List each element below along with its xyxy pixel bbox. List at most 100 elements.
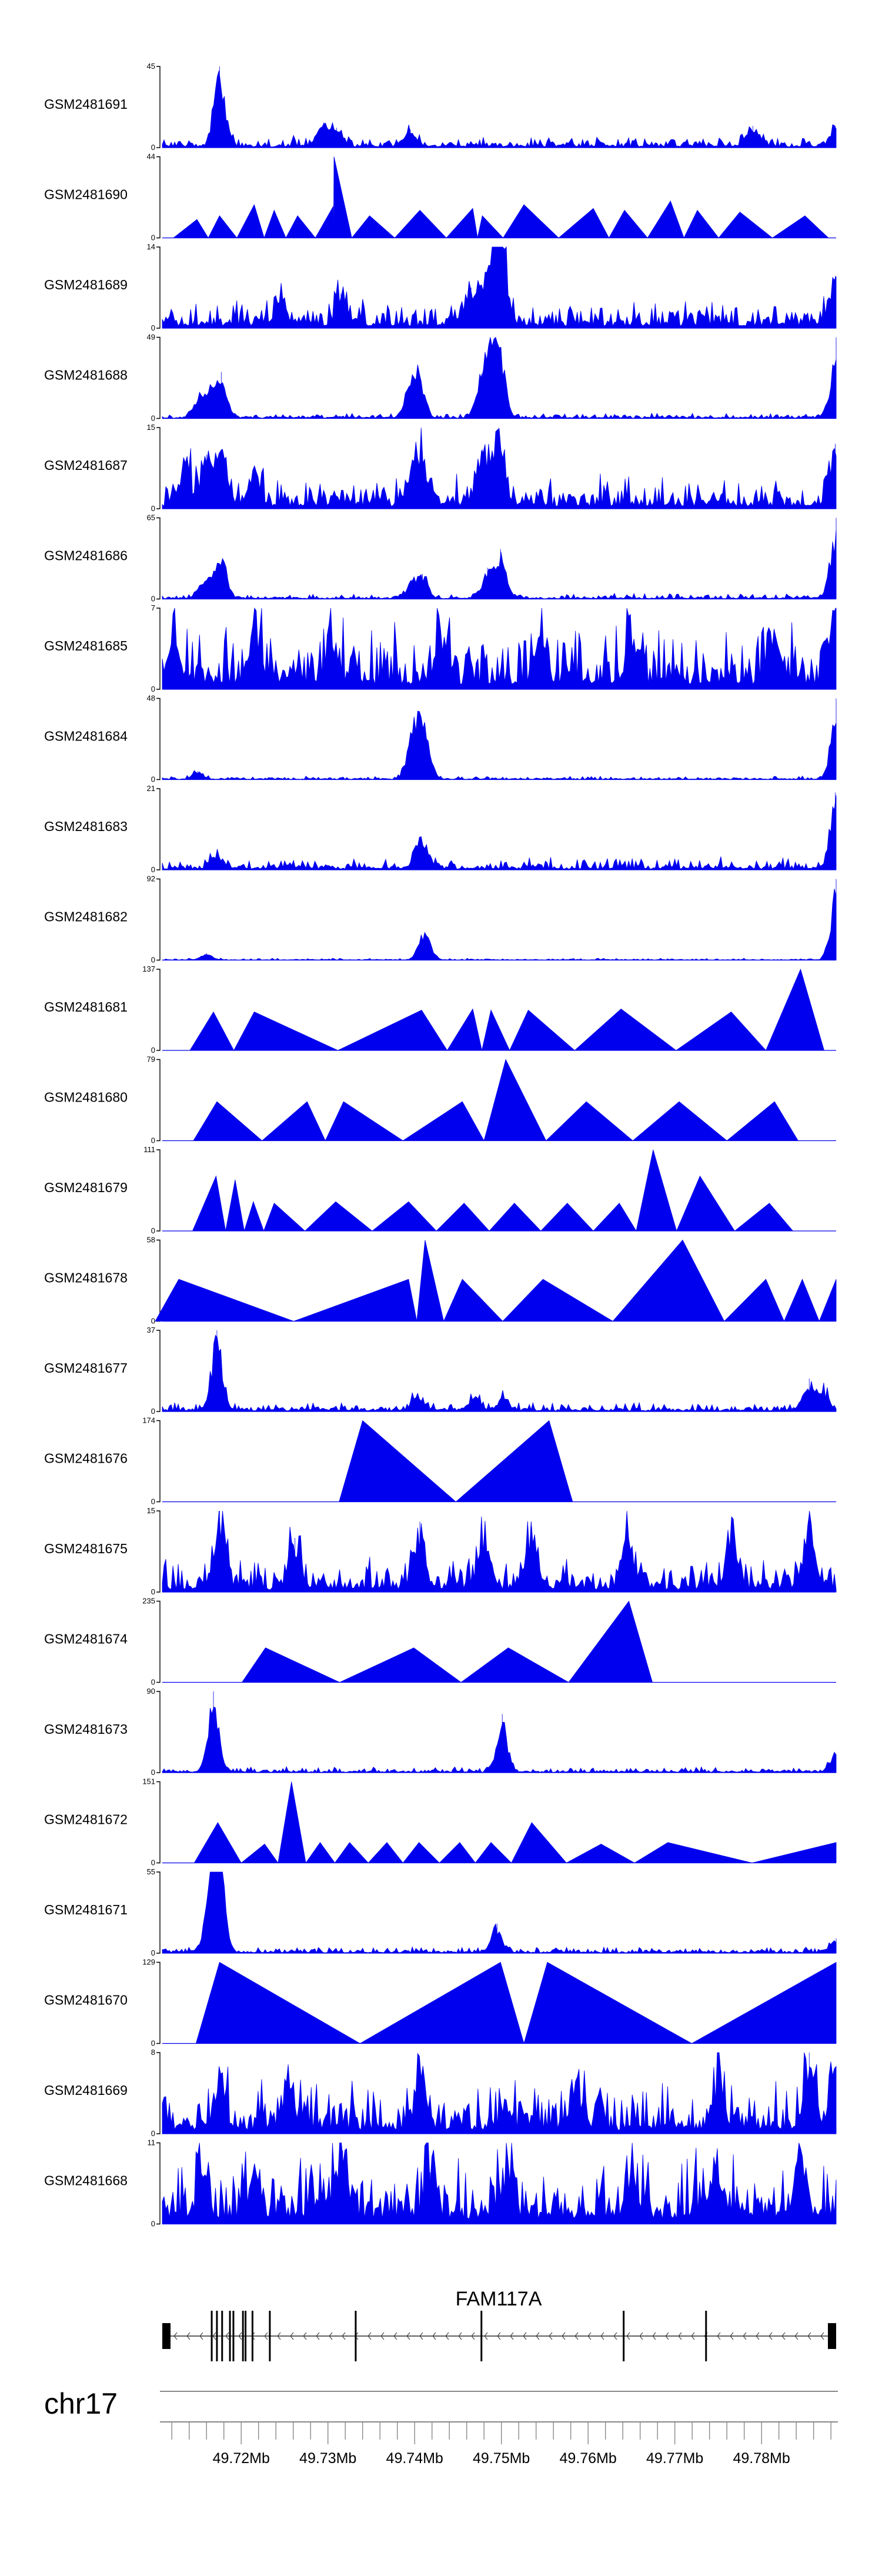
strand-arrow <box>523 2332 527 2340</box>
exon <box>242 2311 244 2361</box>
track-label: GSM2481685 <box>44 638 128 653</box>
track-label: GSM2481682 <box>44 909 128 925</box>
y-max-label: 7 <box>151 603 155 612</box>
exon <box>162 2323 171 2349</box>
strand-arrow <box>303 2332 307 2340</box>
peak-mark <box>225 1179 245 1232</box>
gene-label: FAM117A <box>456 2288 542 2310</box>
y-min-label: 0 <box>151 865 155 874</box>
y-axis <box>156 1871 161 1954</box>
y-min-label: 0 <box>151 414 155 423</box>
track-GSM2481683: GSM2481683 21 0 <box>44 784 837 874</box>
y-min-label: 0 <box>151 1317 155 1326</box>
strand-arrow <box>613 2332 617 2340</box>
strand-arrow <box>794 2332 799 2340</box>
strand-arrow <box>769 2332 773 2340</box>
strand-arrow <box>549 2332 553 2340</box>
signal-area <box>162 1706 837 1773</box>
strand-arrow <box>380 2332 385 2340</box>
strand-arrow <box>807 2332 811 2340</box>
y-axis <box>156 608 161 690</box>
track-GSM2481679: GSM2481679 111 0 <box>44 1145 836 1235</box>
peak-mark <box>394 209 447 238</box>
track-label: GSM2481670 <box>44 1993 128 2008</box>
peak-mark <box>402 1842 440 1863</box>
track-label: GSM2481675 <box>44 1541 128 1556</box>
exon <box>229 2311 231 2361</box>
strand-arrow <box>743 2332 747 2340</box>
peak-mark <box>351 215 396 238</box>
peak-mark <box>566 1844 636 1863</box>
signal-area <box>162 2143 837 2224</box>
peak-mark <box>540 1203 594 1232</box>
y-axis <box>156 1600 161 1683</box>
strand-arrow <box>600 2332 604 2340</box>
track-GSM2481672: GSM2481672 151 0 <box>44 1777 837 1867</box>
peak-mark <box>502 204 560 238</box>
exon <box>216 2311 218 2361</box>
track-label: GSM2481679 <box>44 1180 128 1195</box>
track-label: GSM2481687 <box>44 458 128 473</box>
strand-arrow <box>820 2332 824 2340</box>
strand-arrow <box>419 2332 423 2340</box>
peak-mark <box>818 1279 837 1322</box>
y-axis <box>156 246 161 329</box>
peak-mark <box>502 1279 614 1322</box>
y-max-label: 58 <box>147 1236 155 1244</box>
track-GSM2481690: GSM2481690 44 0 <box>44 152 836 242</box>
peak-mark <box>195 1961 361 2044</box>
signal-area <box>162 70 837 148</box>
strand-arrow <box>678 2332 682 2340</box>
strand-arrow <box>368 2332 372 2340</box>
track-GSM2481670: GSM2481670 129 0 <box>44 1958 837 2048</box>
peak-mark <box>155 1279 294 1322</box>
exon <box>211 2311 213 2361</box>
peak-mark <box>443 1279 503 1322</box>
track-GSM2481680: GSM2481680 79 0 <box>44 1055 836 1145</box>
x-tick-label: 49.75Mb <box>473 2450 530 2467</box>
track-label: GSM2481689 <box>44 277 128 292</box>
peak-mark <box>483 1059 547 1141</box>
y-axis <box>156 2052 161 2134</box>
y-min-label: 0 <box>151 233 155 242</box>
exon <box>251 2311 253 2361</box>
track-GSM2481685: GSM2481685 7 0 <box>44 603 837 693</box>
y-max-label: 92 <box>147 875 155 883</box>
peak-mark <box>233 1012 338 1051</box>
y-max-label: 45 <box>147 62 155 71</box>
peak-mark <box>338 1009 448 1051</box>
track-GSM2481668: GSM2481668 11 0 <box>44 2138 837 2228</box>
y-max-label: 55 <box>147 1867 155 1876</box>
track-GSM2481689: GSM2481689 14 0 <box>44 242 837 332</box>
y-max-label: 48 <box>147 694 155 703</box>
strand-arrow <box>756 2332 760 2340</box>
y-axis <box>156 517 161 600</box>
y-axis <box>156 1510 161 1593</box>
y-max-label: 151 <box>142 1777 155 1786</box>
peak-mark <box>574 1008 677 1051</box>
peak-mark <box>765 968 825 1051</box>
y-axis <box>156 1059 161 1142</box>
peak-mark <box>402 1101 485 1141</box>
peak-mark <box>236 203 265 238</box>
exon <box>232 2311 235 2361</box>
y-min-label: 0 <box>151 1948 155 1957</box>
strand-arrow <box>717 2332 721 2340</box>
exon <box>355 2311 357 2361</box>
peak-mark <box>339 1647 462 1683</box>
peak-mark <box>293 1279 417 1322</box>
strand-arrow <box>497 2332 501 2340</box>
y-axis <box>156 1239 161 1322</box>
y-axis <box>156 156 161 239</box>
track-GSM2481678: GSM2481678 58 0 <box>44 1236 837 1326</box>
peak-mark <box>771 215 829 238</box>
peak-mark <box>612 1239 725 1322</box>
y-min-label: 0 <box>151 1497 155 1506</box>
y-axis <box>156 427 161 509</box>
peak-mark <box>632 1101 728 1141</box>
y-min-label: 0 <box>151 2220 155 2228</box>
strand-arrow <box>342 2332 346 2340</box>
y-min-label: 0 <box>151 1407 155 1416</box>
y-axis <box>156 1420 161 1503</box>
